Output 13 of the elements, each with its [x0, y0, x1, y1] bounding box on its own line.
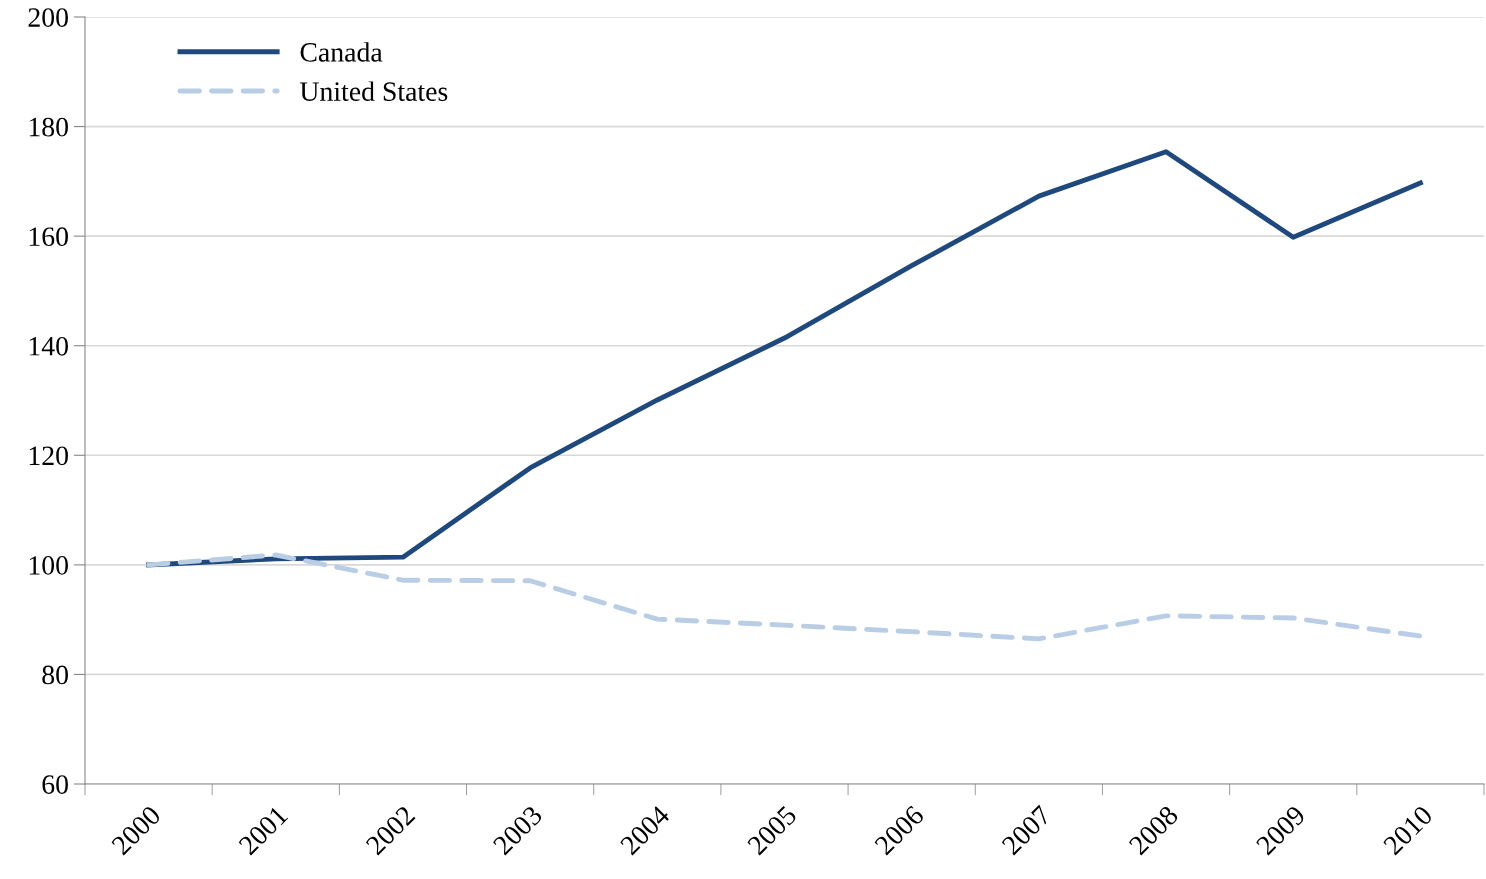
- line-series: [146, 149, 1423, 568]
- x-tick-label: 2001: [237, 805, 289, 856]
- y-tick-label: 160: [29, 227, 68, 247]
- y-tick-label: 80: [42, 665, 68, 685]
- y-tick-label: 200: [28, 8, 68, 27]
- y-tick-label: 60: [42, 775, 68, 794]
- legend-label: Canada: [300, 42, 383, 62]
- y-tick-label: 100: [29, 556, 68, 575]
- line-series: [146, 552, 1423, 642]
- y-tick-label: 180: [29, 117, 68, 137]
- y-tick-label: 120: [29, 446, 68, 466]
- legend-label: United States: [299, 81, 448, 101]
- y-tick-label: 140: [29, 336, 68, 356]
